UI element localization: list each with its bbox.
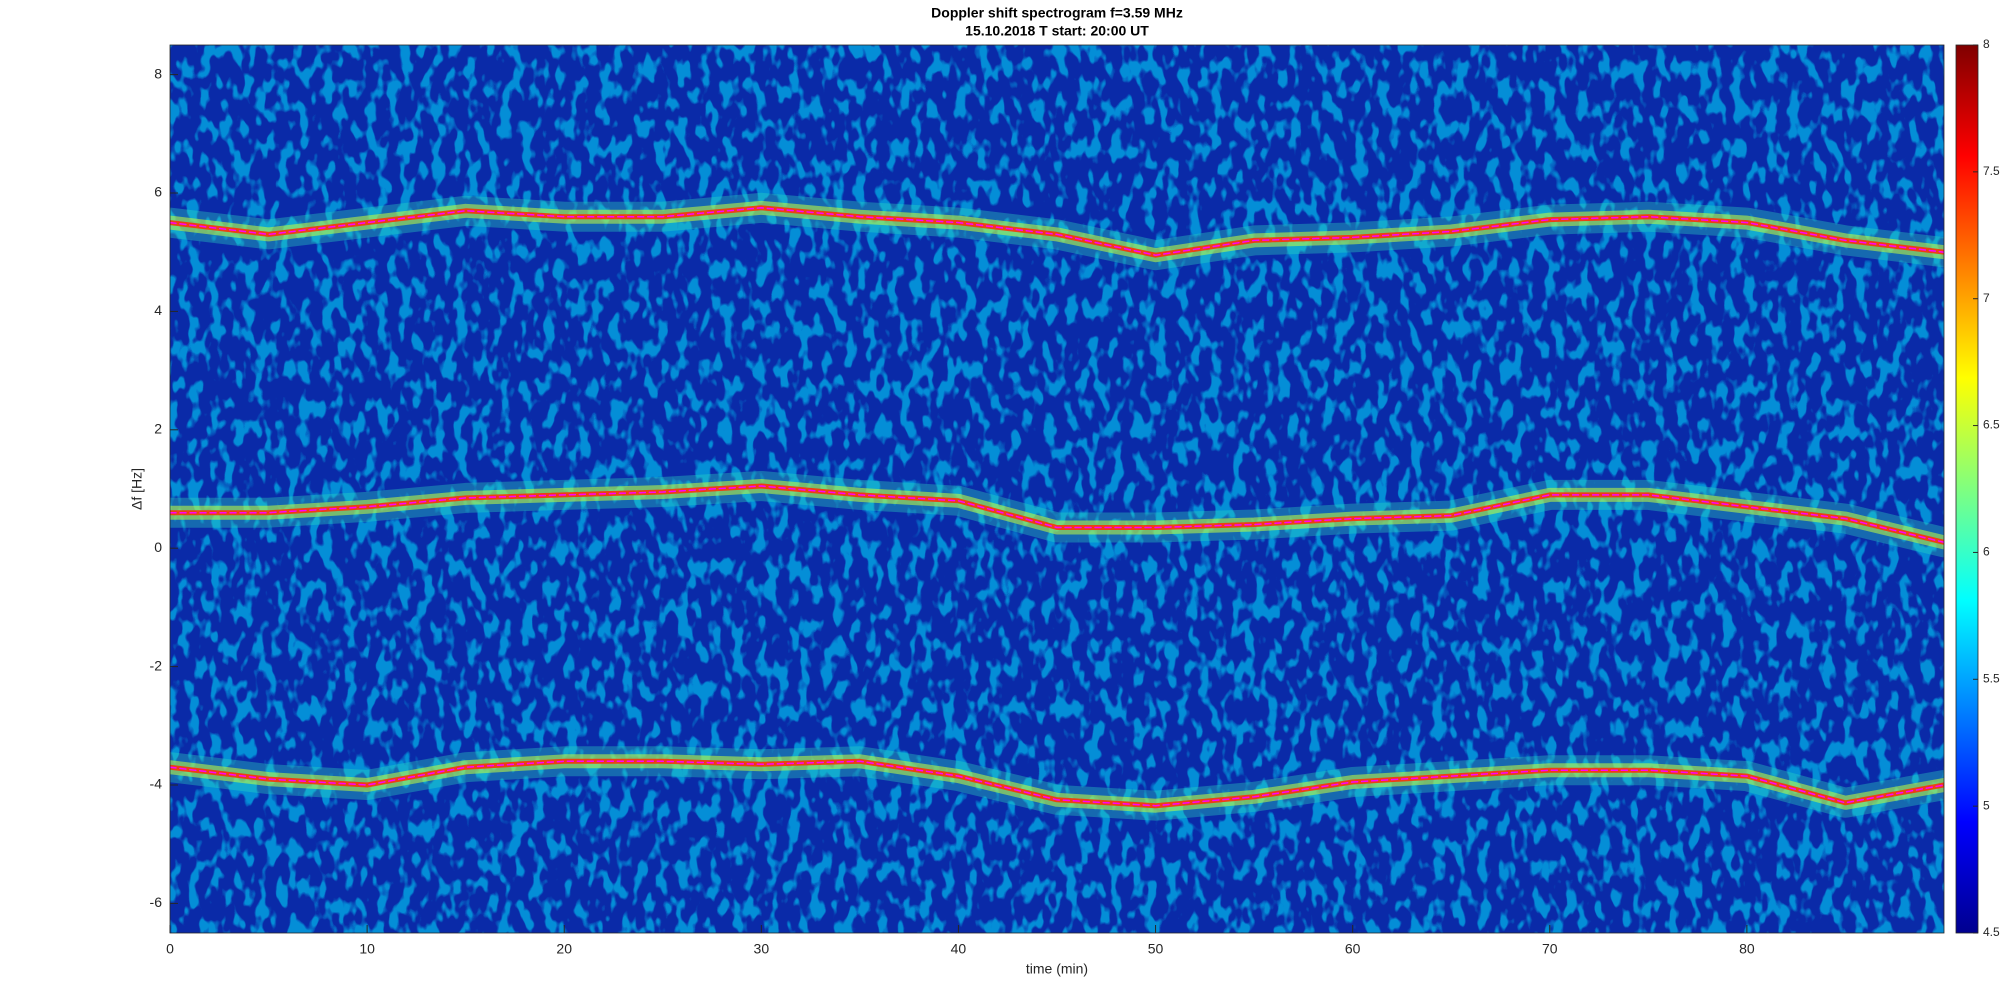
y-tick-label: -6 — [150, 894, 163, 910]
x-tick-label: 20 — [556, 941, 572, 957]
x-tick-label: 80 — [1739, 941, 1755, 957]
y-tick-label: 8 — [154, 65, 162, 81]
x-tick-label: 10 — [359, 941, 375, 957]
x-tick-label: 0 — [166, 941, 174, 957]
x-tick-label: 70 — [1542, 941, 1558, 957]
trace-line — [170, 760, 1944, 807]
x-tick-label: 40 — [951, 941, 967, 957]
y-tick-label: -2 — [150, 657, 163, 673]
colorbar-tick-label: 8 — [1983, 37, 1990, 51]
y-tick-label: 2 — [154, 421, 162, 437]
traces — [170, 192, 1944, 821]
x-tick-label: 30 — [754, 941, 770, 957]
trace-line — [170, 485, 1944, 544]
chart-subtitle: 15.10.2018 T start: 20:00 UT — [965, 23, 1149, 39]
colorbar-tick-label: 6.5 — [1983, 418, 2000, 432]
colorbar-tick-label: 6 — [1983, 545, 1990, 559]
colorbar-tick-label: 7 — [1983, 291, 1990, 305]
x-axis-label: time (min) — [1026, 961, 1088, 977]
y-tick-label: -4 — [150, 776, 163, 792]
y-tick-label: 0 — [154, 539, 162, 555]
colorbar-tick-label: 5 — [1983, 798, 1990, 812]
y-tick-label: 6 — [154, 184, 162, 200]
colorbar-tick-label: 7.5 — [1983, 164, 2000, 178]
trace-line — [170, 207, 1944, 256]
plot-frame — [169, 44, 1945, 934]
colorbar-tick-label: 4.5 — [1983, 925, 2000, 939]
y-tick-label: 4 — [154, 302, 162, 318]
x-tick-label: 60 — [1345, 941, 1361, 957]
colorbar — [1955, 44, 1979, 934]
x-tick-label: 50 — [1148, 941, 1164, 957]
colorbar-tick-label: 5.5 — [1983, 671, 2000, 685]
y-axis-label: Δf [Hz] — [129, 468, 145, 510]
chart-title: Doppler shift spectrogram f=3.59 MHz — [931, 5, 1183, 21]
